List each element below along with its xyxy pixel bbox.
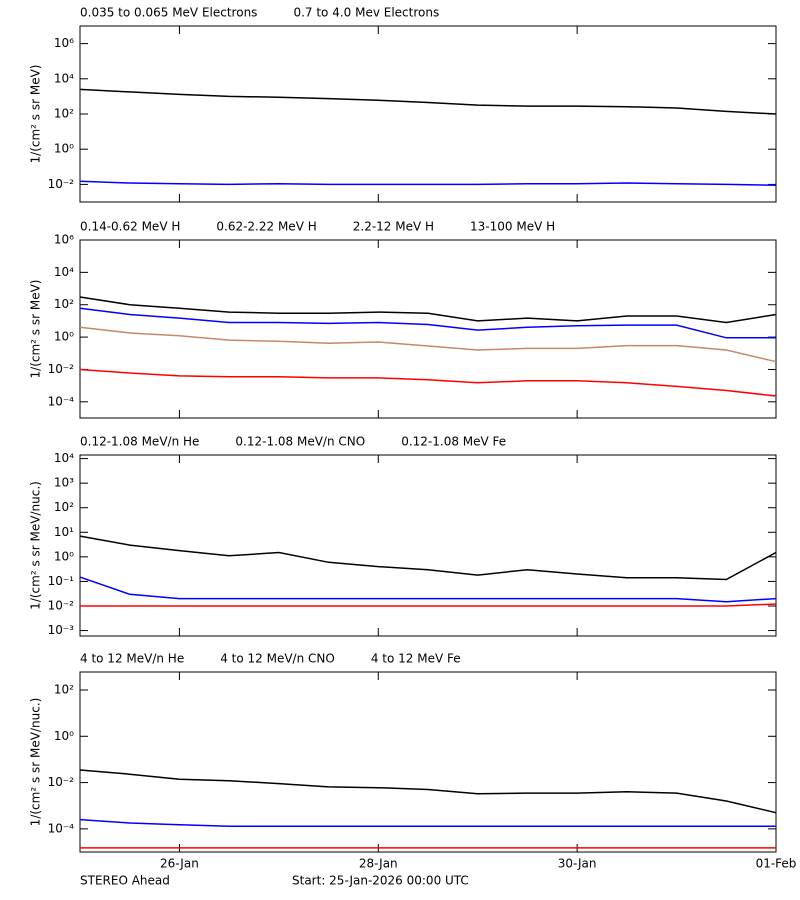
y-tick-label: 10⁻² xyxy=(48,177,75,191)
y-tick-label: 10¹ xyxy=(54,525,74,539)
y-axis-label: 1/(cm² s sr MeV/nuc.) xyxy=(29,481,43,610)
y-tick-label: 10⁻⁴ xyxy=(48,394,75,408)
legend-entry: 2.2-12 MeV H xyxy=(353,220,434,234)
y-tick-label: 10² xyxy=(54,107,74,121)
y-tick-label: 10⁴ xyxy=(54,265,74,279)
y-tick-label: 10⁻² xyxy=(48,775,75,789)
y-tick-label: 10² xyxy=(54,683,74,697)
y-tick-label: 10⁰ xyxy=(54,142,74,156)
series-line xyxy=(80,603,777,607)
legend-entry: 0.12-1.08 MeV/n He xyxy=(80,435,199,449)
x-tick-label: 01-Feb xyxy=(756,857,797,871)
legend-entry: 4 to 12 MeV/n CNO xyxy=(220,652,335,666)
legend-entry: 0.12-1.08 MeV Fe xyxy=(401,435,506,449)
y-tick-label: 10⁴ xyxy=(54,451,74,465)
legend-entry: 4 to 12 MeV/n He xyxy=(80,652,184,666)
series-line xyxy=(79,368,777,397)
legend-entry: 0.7 to 4.0 Mev Electrons xyxy=(293,6,439,20)
x-tick-label: 30-Jan xyxy=(558,857,597,871)
series-line xyxy=(79,818,776,827)
plot-frame xyxy=(79,454,777,637)
series-line xyxy=(79,180,777,186)
y-tick-label: 10⁻³ xyxy=(48,623,75,637)
y-tick-label: 10⁶ xyxy=(54,233,74,247)
spacecraft-label: STEREO Ahead xyxy=(80,874,170,888)
legend-entry: 4 to 12 MeV Fe xyxy=(371,652,461,666)
start-label: Start: 25-Jan-2026 00:00 UTC xyxy=(292,874,469,888)
y-tick-label: 10⁰ xyxy=(54,729,74,743)
y-tick-label: 10⁻² xyxy=(48,598,75,612)
y-tick-label: 10⁻⁴ xyxy=(48,821,75,835)
y-tick-label: 10⁴ xyxy=(54,71,74,85)
y-tick-label: 10⁻² xyxy=(48,362,75,376)
y-tick-label: 10⁰ xyxy=(54,549,74,563)
plot-frame xyxy=(79,671,777,853)
y-tick-label: 10⁻¹ xyxy=(48,574,75,588)
y-tick-label: 10³ xyxy=(54,476,74,490)
series-line xyxy=(79,88,777,115)
x-tick-label: 26-Jan xyxy=(160,857,199,871)
y-axis-label: 1/(cm² s sr MeV) xyxy=(29,65,43,164)
series-line xyxy=(79,296,777,324)
series-line xyxy=(79,576,777,603)
legend-entry: 0.62-2.22 MeV H xyxy=(216,220,316,234)
y-tick-label: 10⁶ xyxy=(54,36,74,50)
y-tick-label: 10² xyxy=(54,297,74,311)
series-line xyxy=(79,769,777,814)
series-line xyxy=(79,307,776,339)
legend-entry: 13-100 MeV H xyxy=(470,220,555,234)
y-axis-label: 1/(cm² s sr MeV) xyxy=(29,280,43,379)
plot-frame xyxy=(79,239,777,419)
y-axis-label: 1/(cm² s sr MeV/nuc.) xyxy=(29,698,43,827)
legend-entry: 0.14-0.62 MeV H xyxy=(80,220,180,234)
series-line xyxy=(79,326,777,363)
y-tick-label: 10² xyxy=(54,500,74,514)
legend-entry: 0.12-1.08 MeV/n CNO xyxy=(235,435,365,449)
legend-entry: 0.035 to 0.065 MeV Electrons xyxy=(80,6,257,20)
x-tick-label: 28-Jan xyxy=(359,857,398,871)
y-tick-label: 10⁰ xyxy=(54,330,74,344)
series-line xyxy=(79,535,777,581)
